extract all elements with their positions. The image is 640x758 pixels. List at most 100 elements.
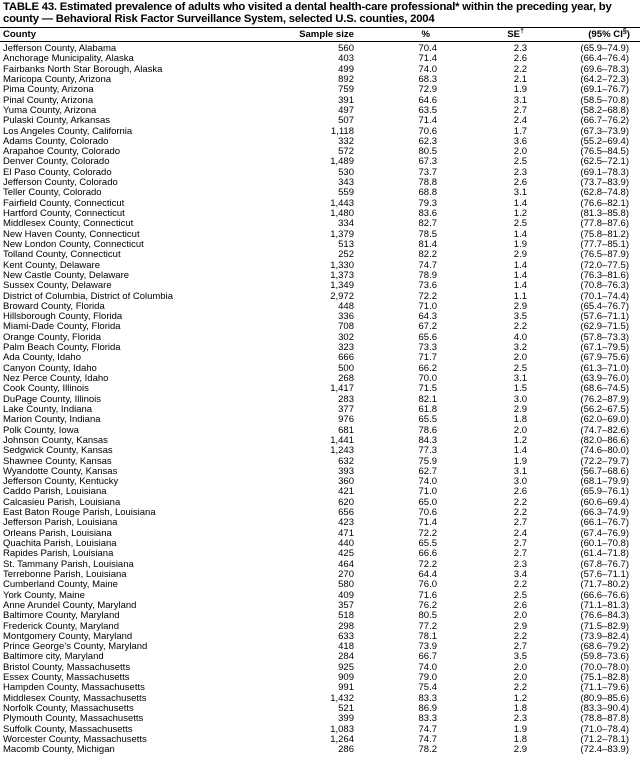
cell-percent: 75.4 [418,682,438,694]
cell-county: Nez Perce County, Idaho [3,373,109,384]
table-row: Anchorage Municipality, Alaska 403 71.4 2.6… [0,53,640,65]
cell-county: District of Columbia, District of Columb… [3,290,173,302]
cell-se: 3.6 [513,135,527,147]
cell-sample-size: 1,379 [330,228,354,240]
table-row: Pulaski County, Arkansas 507 71.4 2.4 (66.7–… [0,115,640,127]
cell-percent: 71.7 [418,352,438,364]
cell-se: 2.7 [513,538,527,549]
cell-ci: (65.4–76.7) [580,300,629,312]
cell-sample-size: 425 [338,548,354,560]
cell-se: 1.4 [513,280,527,292]
cell-se: 3.0 [513,393,527,405]
cell-county: Anchorage Municipality, Alaska [3,53,134,65]
cell-ci: (58.2–68.8) [580,104,629,116]
table-row: Plymouth County, Massachusetts 399 83.3 2.3… [0,713,640,725]
cell-ci: (59.8–73.6) [580,651,629,663]
table-body: Jefferson County, Alabama 560 70.4 2.3 (65.9… [0,43,640,756]
cell-county: Cook County, Illinois [3,383,89,395]
cell-se: 1.4 [513,197,527,209]
cell-ci: (73.9–82.4) [580,630,629,642]
cell-percent: 72.9 [418,84,438,96]
cell-sample-size: 620 [338,496,354,508]
cell-se: 2.0 [513,610,527,622]
cell-percent: 74.7 [418,733,438,745]
cell-se: 3.2 [513,342,527,354]
header-ci-label: (95% CI [588,29,623,40]
table-row: Fairfield County, Connecticut 1,443 79.3 1.… [0,197,640,209]
cell-county: Pima County, Arizona [3,84,94,96]
cell-percent: 65.0 [418,496,438,508]
table-row: York County, Maine 409 71.6 2.5 (66.6–76.6) [0,590,640,601]
cell-ci: (55.2–69.4) [580,135,629,147]
cell-percent: 84.3 [418,434,438,446]
cell-percent: 73.9 [418,641,438,653]
cell-county: Tolland County, Connecticut [3,249,121,261]
cell-percent: 71.0 [418,486,438,498]
cell-percent: 73.6 [418,280,438,292]
cell-sample-size: 471 [338,527,354,539]
cell-se: 2.3 [513,166,527,178]
table-row: DuPage County, Illinois 283 82.1 3.0 (76.2–8… [0,393,640,405]
cell-se: 2.6 [513,177,527,189]
cell-ci: (74.6–80.0) [580,445,629,457]
cell-sample-size: 1,443 [330,197,354,209]
cell-county: Sedgwick County, Kansas [3,445,113,457]
cell-county: Fairbanks North Star Borough, Alaska [3,63,163,75]
cell-se: 1.7 [513,125,527,137]
table-row: Tolland County, Connecticut 252 82.2 2.9 (76… [0,249,640,261]
cell-se: 2.2 [513,682,527,694]
cell-county: Baltimore city, Maryland [3,651,104,663]
cell-se: 2.9 [513,403,527,415]
table-row: Nez Perce County, Idaho 268 70.0 3.1 (63.9–7… [0,373,640,384]
cell-county: Rapides Parish, Louisiana [3,548,114,560]
cell-ci: (66.4–76.4) [580,53,629,65]
cell-sample-size: 1,373 [330,269,354,281]
table-row: East Baton Rouge Parish, Louisiana 656 70.… [0,507,640,519]
table-row: Hampden County, Massachusetts 991 75.4 2.2 (… [0,682,640,694]
cell-percent: 66.2 [418,362,438,374]
cell-sample-size: 513 [338,238,354,250]
cell-ci: (62.0–69.0) [580,414,629,426]
cell-county: Worcester County, Massachusetts [3,733,147,745]
cell-se: 3.1 [513,465,527,477]
cell-percent: 82.2 [418,249,438,261]
cell-ci: (61.4–71.8) [580,548,629,560]
cell-sample-size: 1,264 [330,733,354,745]
cell-sample-size: 1,243 [330,445,354,457]
cell-percent: 74.7 [418,723,438,735]
cell-percent: 83.3 [418,713,438,725]
cell-ci: (77.8–87.6) [580,218,629,230]
cell-county: Yuma County, Arizona [3,104,97,116]
cell-percent: 78.2 [418,744,438,756]
cell-se: 2.4 [513,115,527,127]
cell-se: 3.4 [513,568,527,580]
cell-percent: 83.3 [418,692,438,704]
table-row: Rapides Parish, Louisiana 425 66.6 2.7 (61.4… [0,548,640,560]
table-row: Calcasieu Parish, Louisiana 620 65.0 2.2 (60… [0,496,640,508]
cell-se: 2.1 [513,73,527,85]
cell-ci: (58.5–70.8) [580,94,629,106]
cell-ci: (82.0–86.6) [580,434,629,446]
cell-se: 2.7 [513,548,527,560]
cell-sample-size: 681 [338,424,354,436]
cell-percent: 64.3 [418,311,438,323]
cell-se: 3.5 [513,651,527,663]
table-row: Fairbanks North Star Borough, Alaska 499 7… [0,63,640,75]
cell-sample-size: 1,432 [330,692,354,704]
cell-se: 2.9 [513,300,527,312]
cell-ci: (66.3–74.9) [580,507,629,519]
cell-sample-size: 284 [338,651,354,663]
cell-sample-size: 499 [338,63,354,75]
cell-ci: (72.4–83.9) [580,744,629,756]
cell-county: Denver County, Colorado [3,156,110,168]
cell-percent: 78.8 [418,177,438,189]
cell-ci: (80.9–85.6) [580,692,629,704]
cell-se: 2.0 [513,424,527,436]
cell-ci: (69.1–76.7) [580,84,629,96]
cell-county: New Haven County, Connecticut [3,228,140,240]
cell-sample-size: 708 [338,321,354,333]
cell-se: 2.5 [513,218,527,230]
cell-percent: 78.6 [418,424,438,436]
cell-percent: 76.2 [418,599,438,611]
cell-percent: 74.0 [418,661,438,673]
